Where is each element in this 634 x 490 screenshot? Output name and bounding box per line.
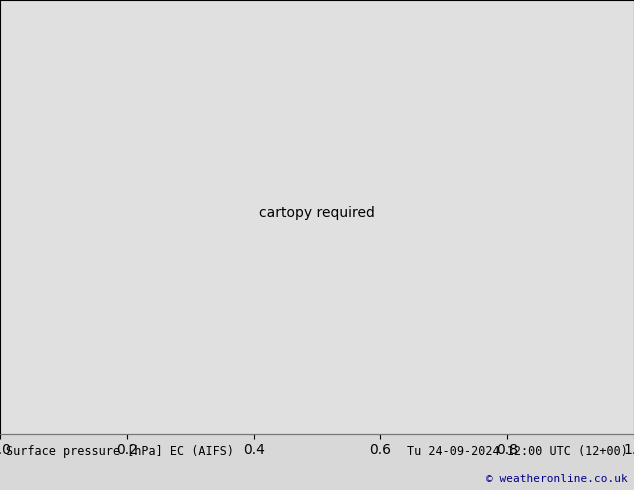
Text: © weatheronline.co.uk: © weatheronline.co.uk xyxy=(486,474,628,484)
Text: Tu 24-09-2024 12:00 UTC (12+00): Tu 24-09-2024 12:00 UTC (12+00) xyxy=(407,445,628,458)
Text: Surface pressure [hPa] EC (AIFS): Surface pressure [hPa] EC (AIFS) xyxy=(6,445,235,458)
Text: cartopy required: cartopy required xyxy=(259,206,375,220)
